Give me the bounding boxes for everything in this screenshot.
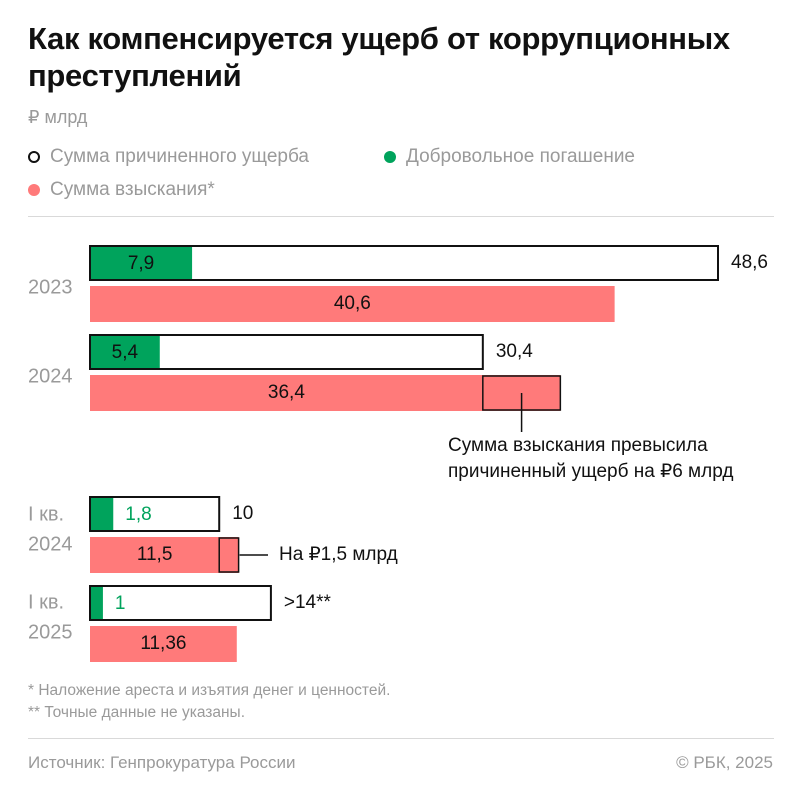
label-recovery-2: 11,5	[137, 544, 173, 565]
legend-label-recovery: Сумма взыскания*	[50, 179, 215, 200]
category-label-2-1: 2024	[28, 533, 73, 555]
label-voluntary-0: 7,9	[128, 253, 154, 274]
bar-recovery-1	[90, 375, 561, 411]
unit-label: ₽ млрд	[28, 107, 88, 127]
legend-item-damage: Сумма причиненного ущерба	[28, 146, 309, 168]
label-recovery-3: 11,36	[140, 633, 186, 654]
label-voluntary-3: 1	[115, 593, 126, 614]
annotation-2024-line-0: Сумма взыскания превысила	[448, 435, 708, 456]
footnote-1: * Наложение ареста и изъятия денег и цен…	[28, 682, 391, 699]
footnote-2: ** Точные данные не указаны.	[28, 704, 245, 721]
legend-swatch-damage	[28, 151, 40, 163]
chart-title: Как компенсируется ущерб от коррупционны…	[28, 21, 730, 93]
label-recovery-0: 40,6	[334, 293, 371, 314]
top-divider	[28, 216, 774, 217]
legend-swatch-recovery	[28, 184, 40, 196]
bottom-divider	[28, 738, 774, 739]
legend-item-voluntary: Добровольное погашение	[384, 146, 635, 168]
bar-voluntary-0	[91, 247, 193, 279]
annotation-2024-line-1: причиненный ущерб на ₽6 млрд	[448, 461, 733, 482]
category-label-3-1: 2025	[28, 621, 73, 643]
label-voluntary-1: 5,4	[112, 342, 139, 363]
annotation-q2024: На ₽1,5 млрд	[279, 544, 398, 565]
bar-damage-0	[89, 245, 719, 281]
label-damage-0: 48,6	[731, 252, 768, 273]
category-label-2-0: I кв.	[28, 503, 64, 525]
legend-label-voluntary: Добровольное погашение	[406, 146, 636, 167]
label-damage-3: >14**	[284, 592, 332, 613]
label-voluntary-2: 1,8	[125, 504, 151, 525]
bar-recovery-2	[90, 537, 239, 573]
legend-label-damage: Сумма причиненного ущерба	[50, 146, 309, 167]
category-label-0-0: 2023	[28, 276, 73, 298]
excess-box-2	[218, 537, 240, 573]
legend-swatch-voluntary	[384, 151, 396, 163]
label-damage-2: 10	[232, 503, 253, 524]
legend-item-recovery: Сумма взыскания*	[28, 179, 215, 201]
bar-damage-3	[89, 585, 272, 621]
bar-voluntary-2	[91, 498, 114, 530]
label-recovery-1: 36,4	[268, 382, 305, 403]
copyright: © РБК, 2025	[676, 753, 773, 772]
category-label-3-0: I кв.	[28, 591, 64, 613]
label-damage-1: 30,4	[496, 341, 533, 362]
source-note: Источник: Генпрокуратура России	[28, 753, 296, 772]
bar-recovery-0	[90, 286, 615, 322]
bar-voluntary-1	[91, 336, 160, 368]
category-label-1-0: 2024	[28, 365, 73, 387]
bar-recovery-3	[90, 626, 237, 662]
bar-chart: 2023 7,9 48,6 40,6 2024 5,4 30,4 36,4 I кв. 2024 1…	[28, 245, 768, 662]
bar-voluntary-3	[91, 587, 103, 619]
